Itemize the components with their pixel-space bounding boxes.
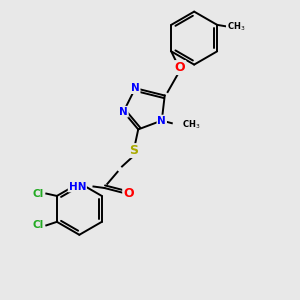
Text: N: N [119, 107, 128, 117]
Text: S: S [129, 144, 138, 157]
Text: HN: HN [69, 182, 86, 191]
Text: O: O [175, 61, 185, 74]
Text: CH$_3$: CH$_3$ [182, 119, 200, 131]
Text: Cl: Cl [33, 220, 44, 230]
Text: CH$_3$: CH$_3$ [227, 20, 245, 33]
Text: N: N [158, 116, 166, 126]
Text: O: O [123, 187, 134, 200]
Text: N: N [131, 83, 140, 93]
Text: Cl: Cl [33, 189, 44, 199]
